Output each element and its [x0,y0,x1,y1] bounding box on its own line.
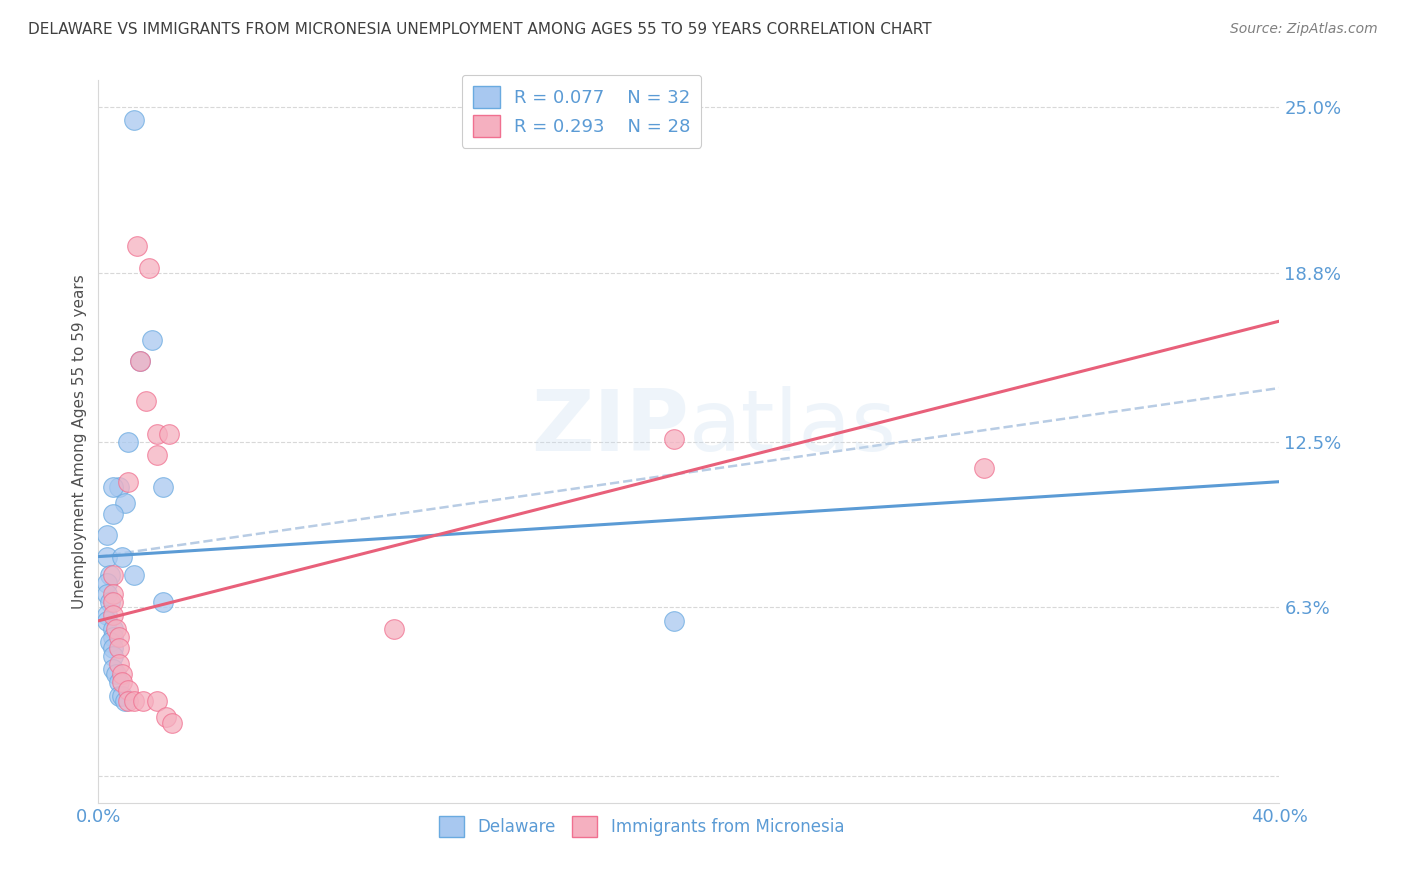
Point [103,587,125,601]
Text: atlas: atlas [689,385,897,468]
Point [114,694,136,708]
Point [117,683,139,698]
Point [122,568,145,582]
Point [152,595,174,609]
Point [117,694,139,708]
Text: DELAWARE VS IMMIGRANTS FROM MICRONESIA UNEMPLOYMENT AMONG AGES 55 TO 59 YEARS CO: DELAWARE VS IMMIGRANTS FROM MICRONESIA U… [28,22,932,37]
Point [103,595,125,609]
Text: Source: ZipAtlas.com: Source: ZipAtlas.com [1230,22,1378,37]
Point [96,576,118,591]
Point [111,549,134,564]
Point [103,648,125,663]
Point [146,448,169,462]
Point [108,630,131,644]
Point [664,614,686,628]
Point [98,568,121,582]
Point [382,622,405,636]
Point [152,480,174,494]
Point [96,528,118,542]
Point [103,662,125,676]
Point [98,595,121,609]
Point [155,710,177,724]
Point [111,689,134,703]
Point [146,426,169,441]
Point [105,667,128,681]
Point [664,432,686,446]
Point [103,640,125,655]
Legend: Delaware, Immigrants from Micronesia: Delaware, Immigrants from Micronesia [430,808,852,845]
Point [103,630,125,644]
Point [105,622,128,636]
Point [157,426,180,441]
Point [973,461,995,475]
Point [96,608,118,623]
Point [128,354,150,368]
Point [108,640,131,655]
Point [98,635,121,649]
Point [114,496,136,510]
Point [122,113,145,128]
Point [146,694,169,708]
Point [103,622,125,636]
Point [111,667,134,681]
Point [108,675,131,690]
Point [108,689,131,703]
Point [125,239,148,253]
Point [111,675,134,690]
Point [103,608,125,623]
Point [103,568,125,582]
Point [117,475,139,489]
Text: ZIP: ZIP [531,385,689,468]
Point [103,480,125,494]
Point [103,507,125,521]
Point [122,694,145,708]
Point [96,614,118,628]
Point [135,394,157,409]
Point [96,549,118,564]
Point [108,480,131,494]
Point [108,657,131,671]
Point [162,715,183,730]
Point [128,354,150,368]
Point [132,694,155,708]
Point [141,333,163,347]
Point [138,260,160,275]
Point [117,434,139,449]
Point [96,587,118,601]
Y-axis label: Unemployment Among Ages 55 to 59 years: Unemployment Among Ages 55 to 59 years [72,274,87,609]
